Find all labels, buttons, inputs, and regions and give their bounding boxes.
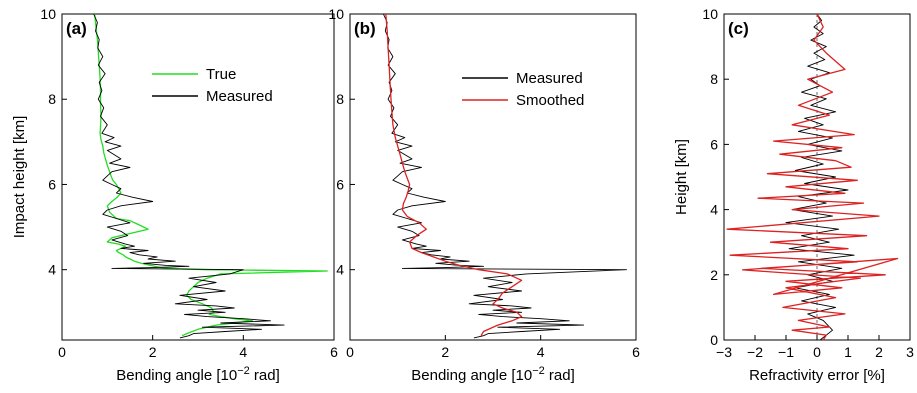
legend-label: Measured xyxy=(516,70,583,87)
y-tick-label: 2 xyxy=(710,267,718,283)
panel-label: (a) xyxy=(66,19,87,38)
x-tick-label: 2 xyxy=(875,344,883,360)
panel-a: 0 2 4 6 4 6 8 10 (a) Bending angle [10−2 rad] Impa… xyxy=(11,6,338,384)
legend-label: Smoothed xyxy=(516,92,584,109)
panel-label: (c) xyxy=(728,19,749,38)
series-line-0 xyxy=(785,13,855,341)
x-axis-label-unit: rad] xyxy=(250,367,280,384)
x-axis-label: Bending angle [10−2 rad] xyxy=(116,365,280,384)
x-tick-label: −1 xyxy=(778,344,794,360)
x-tick-label: 0 xyxy=(58,344,66,360)
x-tick-label: 4 xyxy=(537,344,545,360)
y-tick-label: 10 xyxy=(40,6,56,22)
x-tick-label: −3 xyxy=(716,344,732,360)
x-axis-label: Refractivity error [%] xyxy=(749,367,885,384)
plot-frame xyxy=(349,13,637,341)
x-tick-label: 0 xyxy=(346,344,354,360)
x-tick-label: −2 xyxy=(747,344,763,360)
y-tick-label: 6 xyxy=(710,136,718,152)
series-line-measured xyxy=(382,13,627,339)
x-tick-label: 1 xyxy=(844,344,852,360)
series-line-1 xyxy=(726,13,899,341)
legend-label: Measured xyxy=(206,88,273,105)
x-axis-label-unit: rad] xyxy=(545,367,575,384)
x-tick-label: 6 xyxy=(632,344,640,360)
y-tick-label: 6 xyxy=(48,176,56,192)
y-axis-label: Height [km] xyxy=(673,139,690,215)
y-tick-label: 8 xyxy=(336,91,344,107)
x-tick-label: 3 xyxy=(906,344,914,360)
panel-c: −3 −2 −1 0 1 2 3 0 2 4 6 8 10 (c) Refractivity error [… xyxy=(673,6,914,384)
plot-frame xyxy=(61,13,335,341)
x-tick-label: 2 xyxy=(441,344,449,360)
y-tick-label: 6 xyxy=(336,176,344,192)
legend-label: True xyxy=(206,66,236,83)
y-axis-label: Impact height [km] xyxy=(11,116,28,239)
y-tick-label: 4 xyxy=(710,202,718,218)
panel-label: (b) xyxy=(354,19,376,38)
y-tick-label: 8 xyxy=(48,91,56,107)
series-line-smoothed xyxy=(385,13,523,337)
x-axis-label-exponent: −2 xyxy=(237,365,250,377)
x-tick-label: 4 xyxy=(239,344,247,360)
x-axis-label-exponent: −2 xyxy=(532,365,545,377)
series-line-true xyxy=(93,13,328,337)
x-axis-label: Bending angle [10−2 rad] xyxy=(411,365,575,384)
y-tick-label: 0 xyxy=(710,332,718,348)
y-tick-label: 4 xyxy=(336,262,344,278)
x-tick-label: 0 xyxy=(813,344,821,360)
y-tick-label: 10 xyxy=(328,6,344,22)
y-tick-label: 10 xyxy=(702,6,718,22)
y-tick-label: 8 xyxy=(710,71,718,87)
panel-b: 0 2 4 6 4 6 8 10 (b) Bending angle [10−2 rad] Meas… xyxy=(328,6,640,384)
series-line-measured xyxy=(93,13,285,339)
x-tick-label: 6 xyxy=(330,344,338,360)
y-tick-label: 4 xyxy=(48,262,56,278)
x-tick-label: 2 xyxy=(149,344,157,360)
